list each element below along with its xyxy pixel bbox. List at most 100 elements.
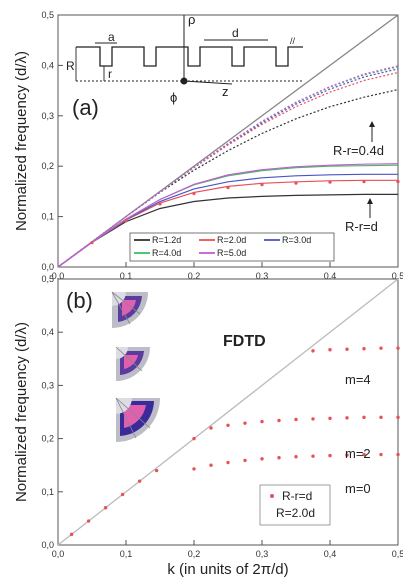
light-line-a: [57, 14, 399, 268]
panel-a-axes: 0,00,10,20,30,40,50,0 0,1 0,2 0,3 0,4 0,5: [41, 10, 403, 281]
y-tick-label: 0,1: [41, 487, 54, 497]
fdtd-point-a: [328, 180, 332, 184]
fdtd-point-a: [124, 219, 128, 223]
legend-label: R=1.2d: [152, 235, 181, 245]
legend-box-b: [259, 484, 331, 526]
legend-entries: R=1.2d R=2.0d R=3.0d R=4.0d R=5.0d: [134, 235, 311, 258]
x-tick-label: 0,0: [52, 549, 65, 559]
fdtd-point: [137, 479, 142, 483]
series-R=1.2d-lower-line: [57, 193, 398, 268]
fdtd-point: [362, 346, 366, 351]
inset-label-d: d: [232, 26, 239, 40]
x-tick-label: 0,4: [324, 549, 337, 559]
annotation-arrowhead-upper: [369, 121, 375, 127]
fdtd-point: [379, 452, 383, 457]
field-pattern-m4: [111, 291, 148, 328]
fdtd-point: [260, 419, 264, 424]
fdtd-point: [277, 456, 281, 460]
panel-a-lines: [57, 14, 400, 268]
fdtd-point: [86, 519, 91, 523]
inset-label-a: a: [108, 30, 115, 44]
series-R=5.0d-lower-line: [57, 163, 399, 268]
light-line-b: [57, 278, 399, 546]
panel-a-ylabel: Normalized frequency (d/λ): [13, 51, 30, 231]
panel-b-label: (b): [66, 288, 93, 313]
inset-label-rho: ρ: [188, 12, 195, 27]
fdtd-point: [311, 454, 315, 458]
fdtd-point: [209, 463, 213, 467]
y-tick-label: 0,3: [41, 380, 54, 390]
fdtd-point: [345, 453, 349, 457]
fdtd-point: [192, 467, 196, 471]
fdtd-point: [345, 416, 349, 420]
panel-b-title: FDTD: [223, 333, 266, 350]
fdtd-point: [362, 415, 366, 420]
series-R=2.0d-upper-line: [57, 71, 399, 268]
fdtd-point-a: [158, 202, 162, 206]
x-tick-label: 0,1: [120, 549, 133, 559]
fdtd-point: [226, 423, 230, 427]
legend-label: R=2.0d: [217, 235, 246, 245]
fdtd-point: [103, 506, 108, 510]
y-tick-label: 0,5: [41, 10, 54, 20]
fdtd-point: [345, 347, 349, 351]
fdtd-point: [154, 468, 159, 473]
fdtd-point: [396, 346, 400, 350]
x-tick-label: 0,3: [256, 271, 269, 281]
fdtd-point: [328, 416, 332, 421]
panel-b-legend: R-r=d R=2.0d: [259, 484, 331, 526]
legend-label: R=3.0d: [282, 235, 311, 245]
y-tick-label: 0,4: [41, 60, 54, 70]
panel-a-legend: R=1.2d R=2.0d R=3.0d R=4.0d R=5.0d: [129, 232, 335, 262]
origin-dot: [180, 77, 188, 85]
fdtd-point: [379, 415, 383, 420]
corrugated-profile: [76, 46, 303, 67]
panel-b: Normalized frequency (d/λ) k (in units o…: [13, 274, 403, 578]
y-tick-label: 0,5: [41, 274, 54, 284]
x-tick-label: 0,4: [324, 271, 337, 281]
fdtd-point: [277, 418, 281, 423]
mode-label-m4: m=4: [345, 372, 371, 387]
legend-entry-r-2-0d: R=2.0d: [276, 506, 315, 520]
y-tick-label: 0,1: [41, 212, 54, 222]
inset-label-z: z: [222, 84, 229, 99]
legend-entry-r-r-d: R-r=d: [282, 489, 312, 503]
y-tick-label: 0,2: [41, 161, 54, 171]
fdtd-point: [311, 349, 315, 353]
fdtd-point: [209, 426, 213, 430]
x-tick-label: 0,3: [256, 549, 269, 559]
fdtd-point: [396, 452, 400, 457]
fdtd-point: [294, 454, 298, 459]
panel-b-axes: 0,00,10,20,30,40,50,0 0,1 0,2 0,3 0,4 0,5: [41, 274, 403, 559]
fdtd-point-a: [362, 180, 366, 184]
annotation-arrowhead-lower: [367, 198, 373, 204]
annotation-r-r-d: R-r=d: [345, 219, 378, 234]
fdtd-point: [396, 415, 400, 420]
panel-b-ylabel: Normalized frequency (d/λ): [13, 322, 30, 502]
legend-box: [129, 232, 335, 262]
x-tick-label: 0,0: [52, 271, 65, 281]
fdtd-point: [69, 532, 74, 537]
x-tick-label: 0,2: [188, 271, 201, 281]
fdtd-point-a: [260, 182, 264, 187]
inset-label-phi: ϕ: [170, 90, 177, 105]
fdtd-point: [362, 452, 366, 457]
x-tick-label: 0,5: [392, 549, 403, 559]
x-tick-label: 0,2: [188, 549, 201, 559]
panel-a-label: (a): [72, 95, 99, 120]
panel-b-points: [69, 346, 400, 537]
x-tick-label: 0,5: [392, 271, 403, 281]
inset-break-mark: //: [290, 36, 296, 46]
fdtd-point: [311, 417, 315, 421]
fdtd-point: [226, 460, 230, 465]
y-tick-label: 0,3: [41, 111, 54, 121]
fdtd-point-a: [226, 185, 230, 190]
y-tick-label: 0,0: [41, 540, 54, 550]
mode-field-images: [111, 291, 160, 442]
y-tick-label: 0,0: [41, 262, 54, 272]
y-tick-label: 0,4: [41, 327, 54, 337]
fdtd-point: [243, 458, 247, 463]
fdtd-point-a: [192, 191, 196, 196]
inset-label-r: r: [108, 67, 112, 81]
fdtd-point-a: [396, 180, 400, 184]
